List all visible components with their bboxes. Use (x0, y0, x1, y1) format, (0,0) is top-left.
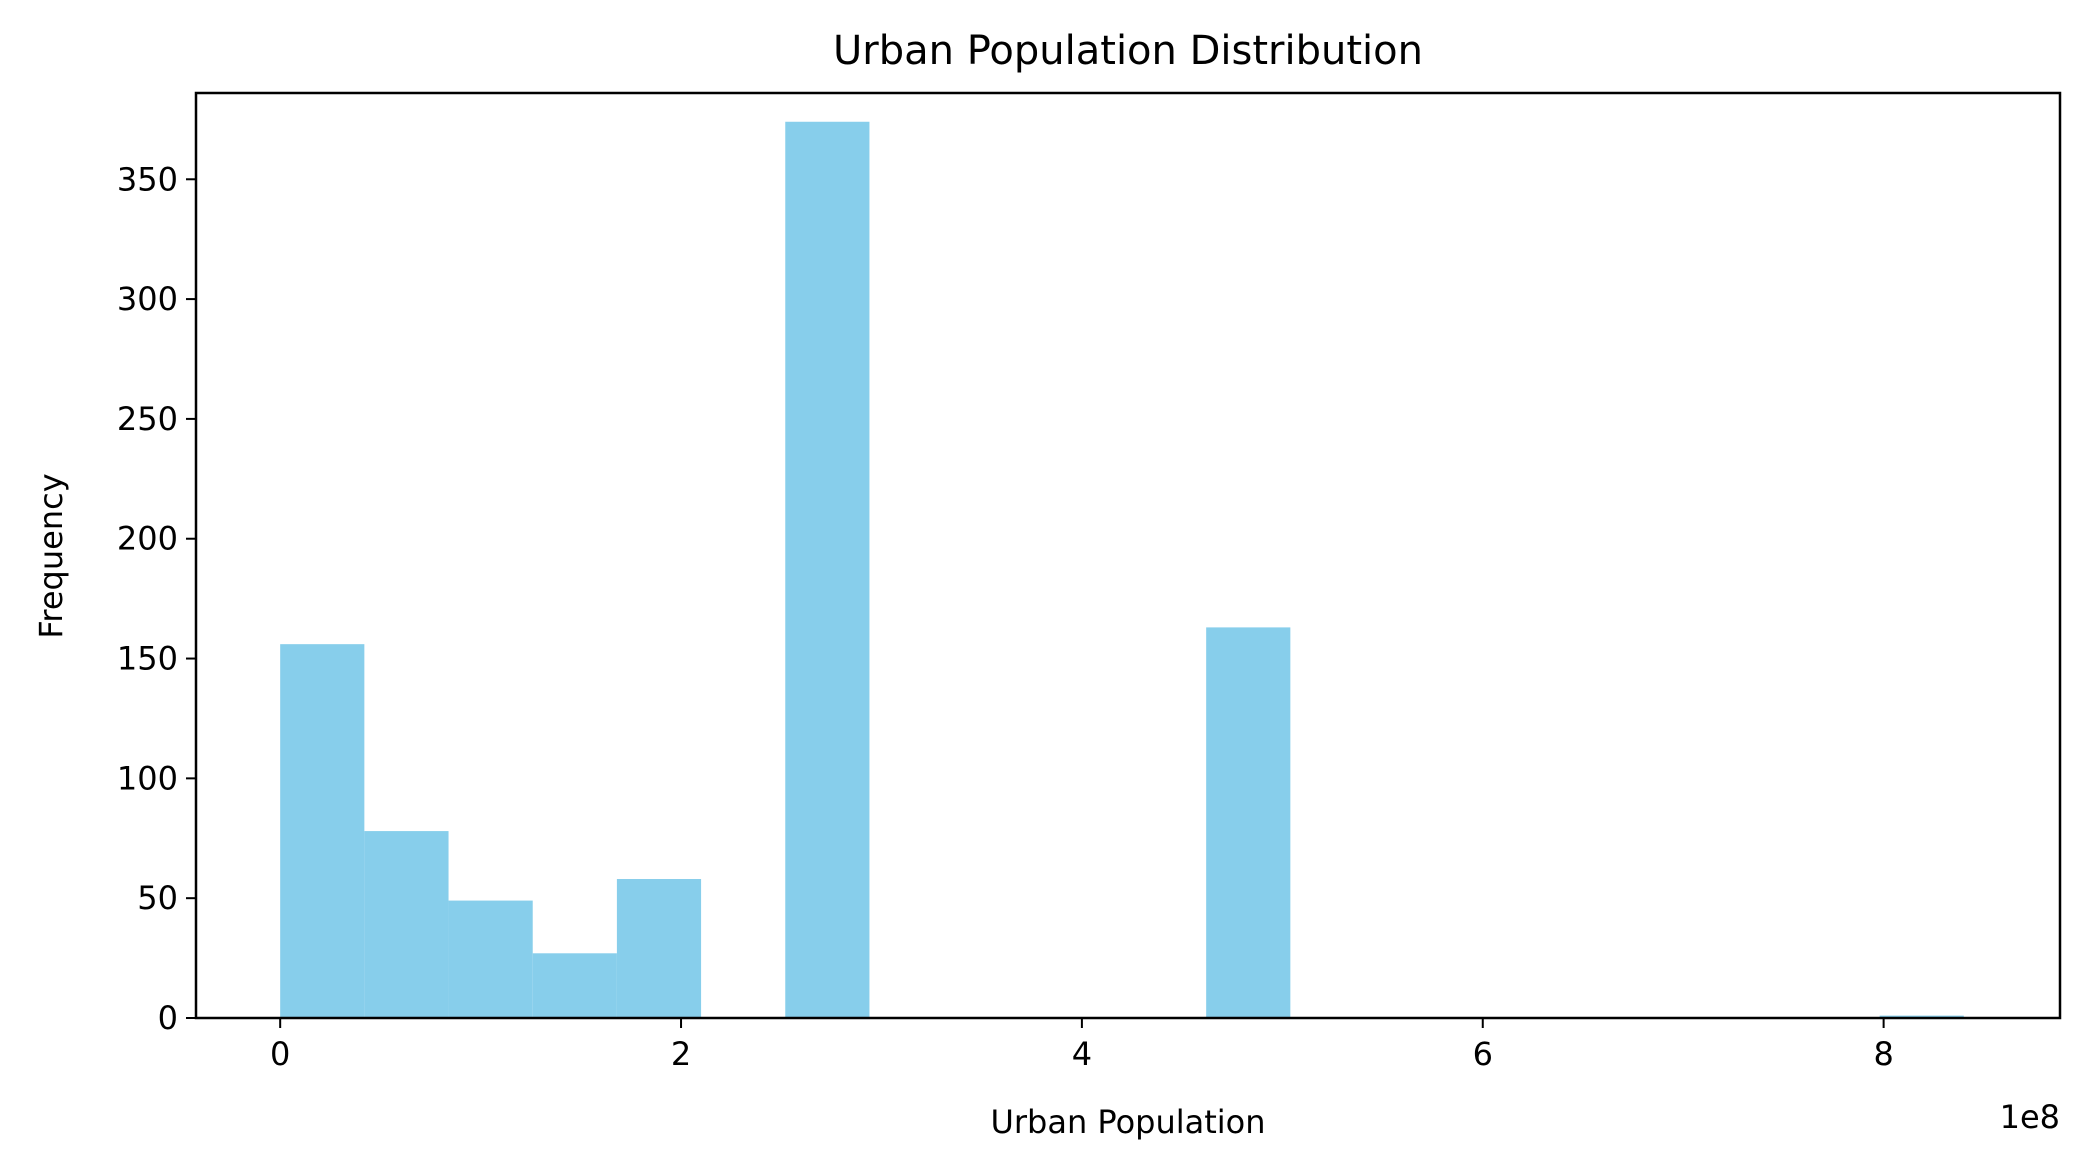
y-tick-label: 350 (117, 160, 178, 198)
y-axis-title: Frequency (32, 473, 70, 638)
histogram-bar-6 (785, 121, 870, 1019)
histogram-bar-2 (448, 900, 533, 1018)
histogram-bar-11 (1206, 627, 1291, 1018)
x-tick-label: 4 (1072, 1035, 1092, 1073)
y-tick-label: 300 (117, 280, 178, 318)
y-tick-label: 50 (137, 879, 178, 917)
histogram-bars (280, 121, 1964, 1019)
x-tick-label: 2 (671, 1035, 691, 1073)
y-tick-label: 200 (117, 520, 178, 558)
y-tick-label: 150 (117, 640, 178, 678)
plot-frame (194, 91, 2062, 1020)
y-tick-label: 250 (117, 400, 178, 438)
histogram-bar-4 (616, 879, 702, 1018)
y-tick-label: 100 (117, 759, 178, 797)
x-tick-label: 6 (1473, 1035, 1493, 1073)
x-tick-label: 8 (1873, 1035, 1893, 1073)
chart-title: Urban Population Distribution (833, 28, 1423, 74)
histogram-bar-3 (532, 953, 617, 1018)
y-tick-label: 0 (158, 999, 178, 1037)
x-axis-title: Urban Population (990, 1103, 1265, 1141)
x-axis-ticks: 0 2 4 6 8 (270, 1018, 1894, 1073)
histogram-bar-0 (280, 644, 365, 1018)
histogram-bar-1 (364, 831, 449, 1018)
x-axis-offset-label: 1e8 (2000, 1098, 2060, 1136)
x-tick-label: 0 (270, 1035, 290, 1073)
y-axis-ticks: 0 50 100 150 200 250 300 350 (117, 160, 196, 1037)
